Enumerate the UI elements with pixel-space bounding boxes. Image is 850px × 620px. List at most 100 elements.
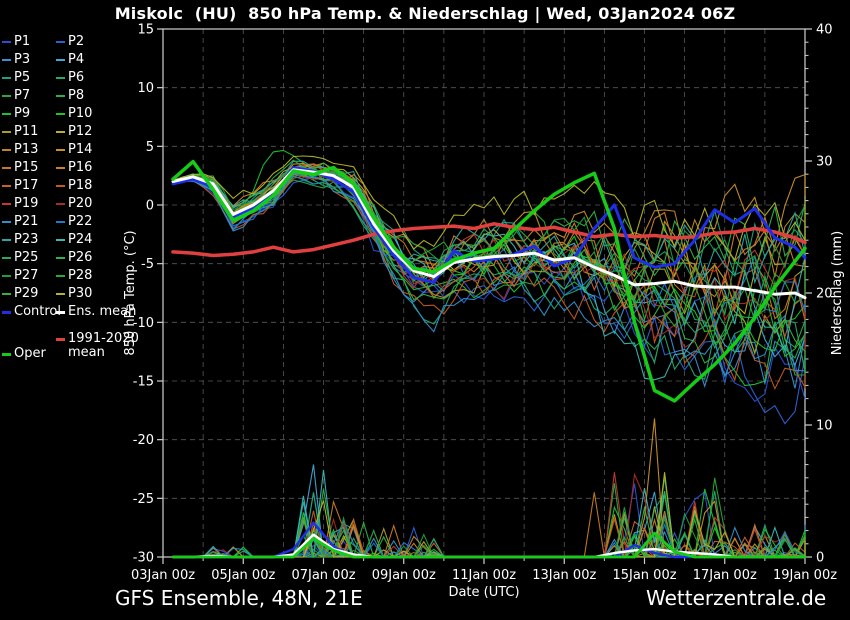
x-tick-label: 19Jan 00z [773,568,837,583]
legend-color-swatch [2,59,11,61]
legend-item-label: P28 [68,268,93,283]
legend-item-label: 1991-2020 mean [68,331,139,360]
model-info-text: GFS Ensemble, 48N, 21E [115,586,363,610]
oper-precip-line [171,531,807,559]
member-temp-line-p21 [172,172,806,378]
y-right-tick-label: 0 [816,551,824,566]
legend-item-p12: P12 [56,125,92,139]
legend-item-p30: P30 [56,287,92,301]
member-precip-line-p7 [173,483,806,559]
y-left-tick-label: -20 [133,433,154,448]
member-precip-line-p28 [173,477,805,558]
legend-item-p4: P4 [56,53,84,67]
y-left-tick-label: -30 [133,551,154,566]
legend-color-swatch [56,310,65,314]
y-left-tick-label: -5 [141,257,154,272]
y-left-tick-label: -25 [133,492,154,507]
legend-color-swatch [56,113,65,115]
legend-item-p8: P8 [56,89,84,103]
legend-item-p24: P24 [56,233,92,247]
legend-item-label: P23 [14,232,39,247]
legend-color-swatch [56,185,65,187]
legend-item-p14: P14 [56,143,92,157]
legend-item-p25: P25 [2,251,38,265]
legend-item-label: P20 [68,196,93,211]
y-left-tick-label: 0 [146,199,154,214]
legend-item-label: P14 [68,142,93,157]
legend-color-swatch [56,131,65,133]
x-tick-label: 11Jan 00z [452,568,516,583]
y-left-tick-label: 10 [137,81,154,96]
legend-item-p26: P26 [56,251,92,265]
legend-item-p7: P7 [2,89,30,103]
legend-item-p9: P9 [2,107,30,121]
legend-item-label: P15 [14,160,39,175]
legend-color-swatch [2,77,11,79]
page-title: Miskolc (HU) 850 hPa Temp. & Niederschla… [114,4,736,23]
member-precip-line-p1 [173,483,805,559]
legend-item-label: P5 [14,70,31,85]
legend-item-p11: P11 [2,125,38,139]
legend-item-p27: P27 [2,269,38,283]
legend-item-label: Ens. mean [68,304,137,319]
x-tick-label: 15Jan 00z [612,568,676,583]
legend-item-label: Oper [14,346,46,361]
legend-item-label: P2 [68,34,85,49]
climate-mean-temp-line [171,222,807,258]
legend-item-p6: P6 [56,71,84,85]
legend-item-label: P17 [14,178,39,193]
member-temp-line-p5 [172,167,806,302]
legend-item-label: Control [14,304,61,319]
legend-color-swatch [2,95,11,97]
legend-color-swatch [2,275,11,277]
member-temp-line-p26 [172,159,806,277]
legend-color-swatch [2,293,11,295]
legend-item-label: P10 [68,106,93,121]
legend-color-swatch [56,275,65,277]
y-left-tick-label: -10 [133,316,154,331]
x-tick-label: 13Jan 00z [532,568,596,583]
y-left-tick-label: 15 [137,23,154,38]
legend-item-p20: P20 [56,197,92,211]
x-tick-label: 07Jan 00z [291,568,355,583]
member-temp-line-p2 [172,176,806,425]
legend-color-swatch [56,221,65,223]
legend-item-label: P13 [14,142,39,157]
member-temp-line-p30 [172,155,806,262]
legend-item-label: P1 [14,34,31,49]
legend-color-swatch [56,338,65,341]
legend-item-1991-2020-mean: 1991-2020 mean [56,332,148,360]
legend-item-label: P3 [14,52,31,67]
legend-color-swatch [56,203,65,205]
legend-item-p1: P1 [2,35,30,49]
legend-color-swatch [2,149,11,151]
y-right-tick-label: 40 [816,23,833,38]
x-tick-label: 05Jan 00z [211,568,275,583]
legend-color-swatch [56,239,65,241]
legend-item-p10: P10 [56,107,92,121]
legend-color-swatch [56,257,65,259]
x-axis-label: Date (UTC) [448,585,519,600]
member-temp-line-p14 [172,162,806,279]
legend-item-p15: P15 [2,161,38,175]
legend-item-label: P4 [68,52,85,67]
y-left-tick-label: -15 [133,375,154,390]
legend-color-swatch [2,352,11,356]
legend-item-label: P11 [14,124,39,139]
ensemble-member-lines [172,149,806,560]
legend-item-label: P9 [14,106,31,121]
legend-color-swatch [56,149,65,151]
legend-item-p23: P23 [2,233,38,247]
legend-item-ens-mean: Ens. mean [56,305,136,319]
legend-color-swatch [2,167,11,169]
legend-item-label: P7 [14,88,31,103]
legend-color-swatch [2,131,11,133]
legend-color-swatch [2,113,11,115]
legend-item-p21: P21 [2,215,38,229]
legend-color-swatch [2,310,11,314]
legend-item-label: P30 [68,286,93,301]
legend-item-control: Control [2,305,61,319]
legend-color-swatch [2,185,11,187]
